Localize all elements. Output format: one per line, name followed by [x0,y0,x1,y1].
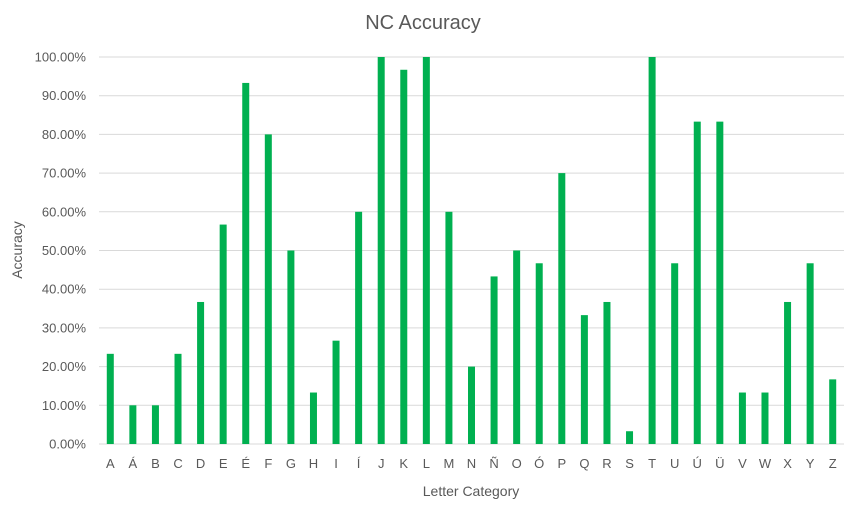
bar-G [287,250,295,444]
x-tick-label: Ú [693,456,702,471]
x-tick-label: S [625,456,634,471]
x-tick-label: Z [829,456,837,471]
y-axis-ticks: 0.00% 10.00% 20.00% 30.00% 40.00% 50.00% 60.00… [35,50,87,452]
bar-Ü [716,121,724,444]
bar-É [242,82,250,444]
bar-S [626,431,634,444]
y-tick-label: 80.00% [42,127,87,142]
bar-I [332,340,340,444]
x-tick-label: A [106,456,115,471]
bar-D [197,301,205,444]
bar-B [151,405,159,444]
y-tick-label: 40.00% [42,282,87,297]
bar-V [738,392,746,444]
x-tick-label: Ñ [489,456,498,471]
x-tick-label: I [334,456,338,471]
bar-W [761,392,769,444]
x-tick-label: K [399,456,408,471]
x-tick-label: L [423,456,430,471]
x-tick-label: J [378,456,385,471]
bar-P [558,173,566,444]
y-axis-label: Accuracy [9,221,25,279]
x-tick-label: Q [579,456,589,471]
bar-A [106,353,114,444]
bar-C [174,353,182,444]
x-tick-label: Ó [534,456,544,471]
x-tick-label: W [759,456,772,471]
x-tick-label: M [444,456,455,471]
y-tick-label: 30.00% [42,320,87,335]
bar-Z [829,379,837,444]
x-tick-label: H [309,456,318,471]
x-tick-label: R [602,456,611,471]
bar-T [648,57,656,444]
bar-X [784,301,792,444]
y-tick-label: 90.00% [42,88,87,103]
y-tick-label: 50.00% [42,243,87,258]
x-tick-label: P [557,456,566,471]
x-tick-label: O [512,456,522,471]
x-tick-label: V [738,456,747,471]
x-tick-label: É [241,456,250,471]
x-tick-label: Y [806,456,815,471]
bar-J [377,57,385,444]
bar-Q [580,315,588,444]
bar-E [219,224,227,444]
y-tick-label: 10.00% [42,398,87,413]
bar-M [445,211,453,444]
x-tick-label: Á [129,456,138,471]
y-tick-label: 70.00% [42,166,87,181]
bar-K [400,69,408,444]
x-tick-label: T [648,456,656,471]
bar-R [603,301,611,444]
x-tick-label: B [151,456,160,471]
x-tick-label: U [670,456,679,471]
x-tick-label: Ü [715,456,724,471]
bar-F [264,134,272,444]
bar-U [671,263,679,444]
x-tick-label: G [286,456,296,471]
bar-Y [806,263,814,444]
bar-L [422,57,430,444]
bar-Á [129,405,137,444]
x-tick-label: C [173,456,182,471]
x-tick-label: E [219,456,228,471]
x-tick-label: F [264,456,272,471]
x-axis-label: Letter Category [423,483,520,499]
chart-title: NC Accuracy [365,12,481,34]
bar-H [309,392,317,444]
bar-O [513,250,521,444]
y-tick-label: 100.00% [35,50,87,65]
bar-Ú [693,121,701,444]
bars [106,57,837,444]
y-tick-label: 0.00% [49,437,86,452]
y-tick-label: 20.00% [42,359,87,374]
x-tick-label: X [783,456,792,471]
x-tick-label: D [196,456,205,471]
x-tick-label: N [467,456,476,471]
y-tick-label: 60.00% [42,204,87,219]
bar-Ñ [490,276,498,444]
x-tick-label: Í [357,456,361,471]
bar-Í [355,211,363,444]
bar-Ó [535,263,543,444]
bar-N [468,366,475,444]
